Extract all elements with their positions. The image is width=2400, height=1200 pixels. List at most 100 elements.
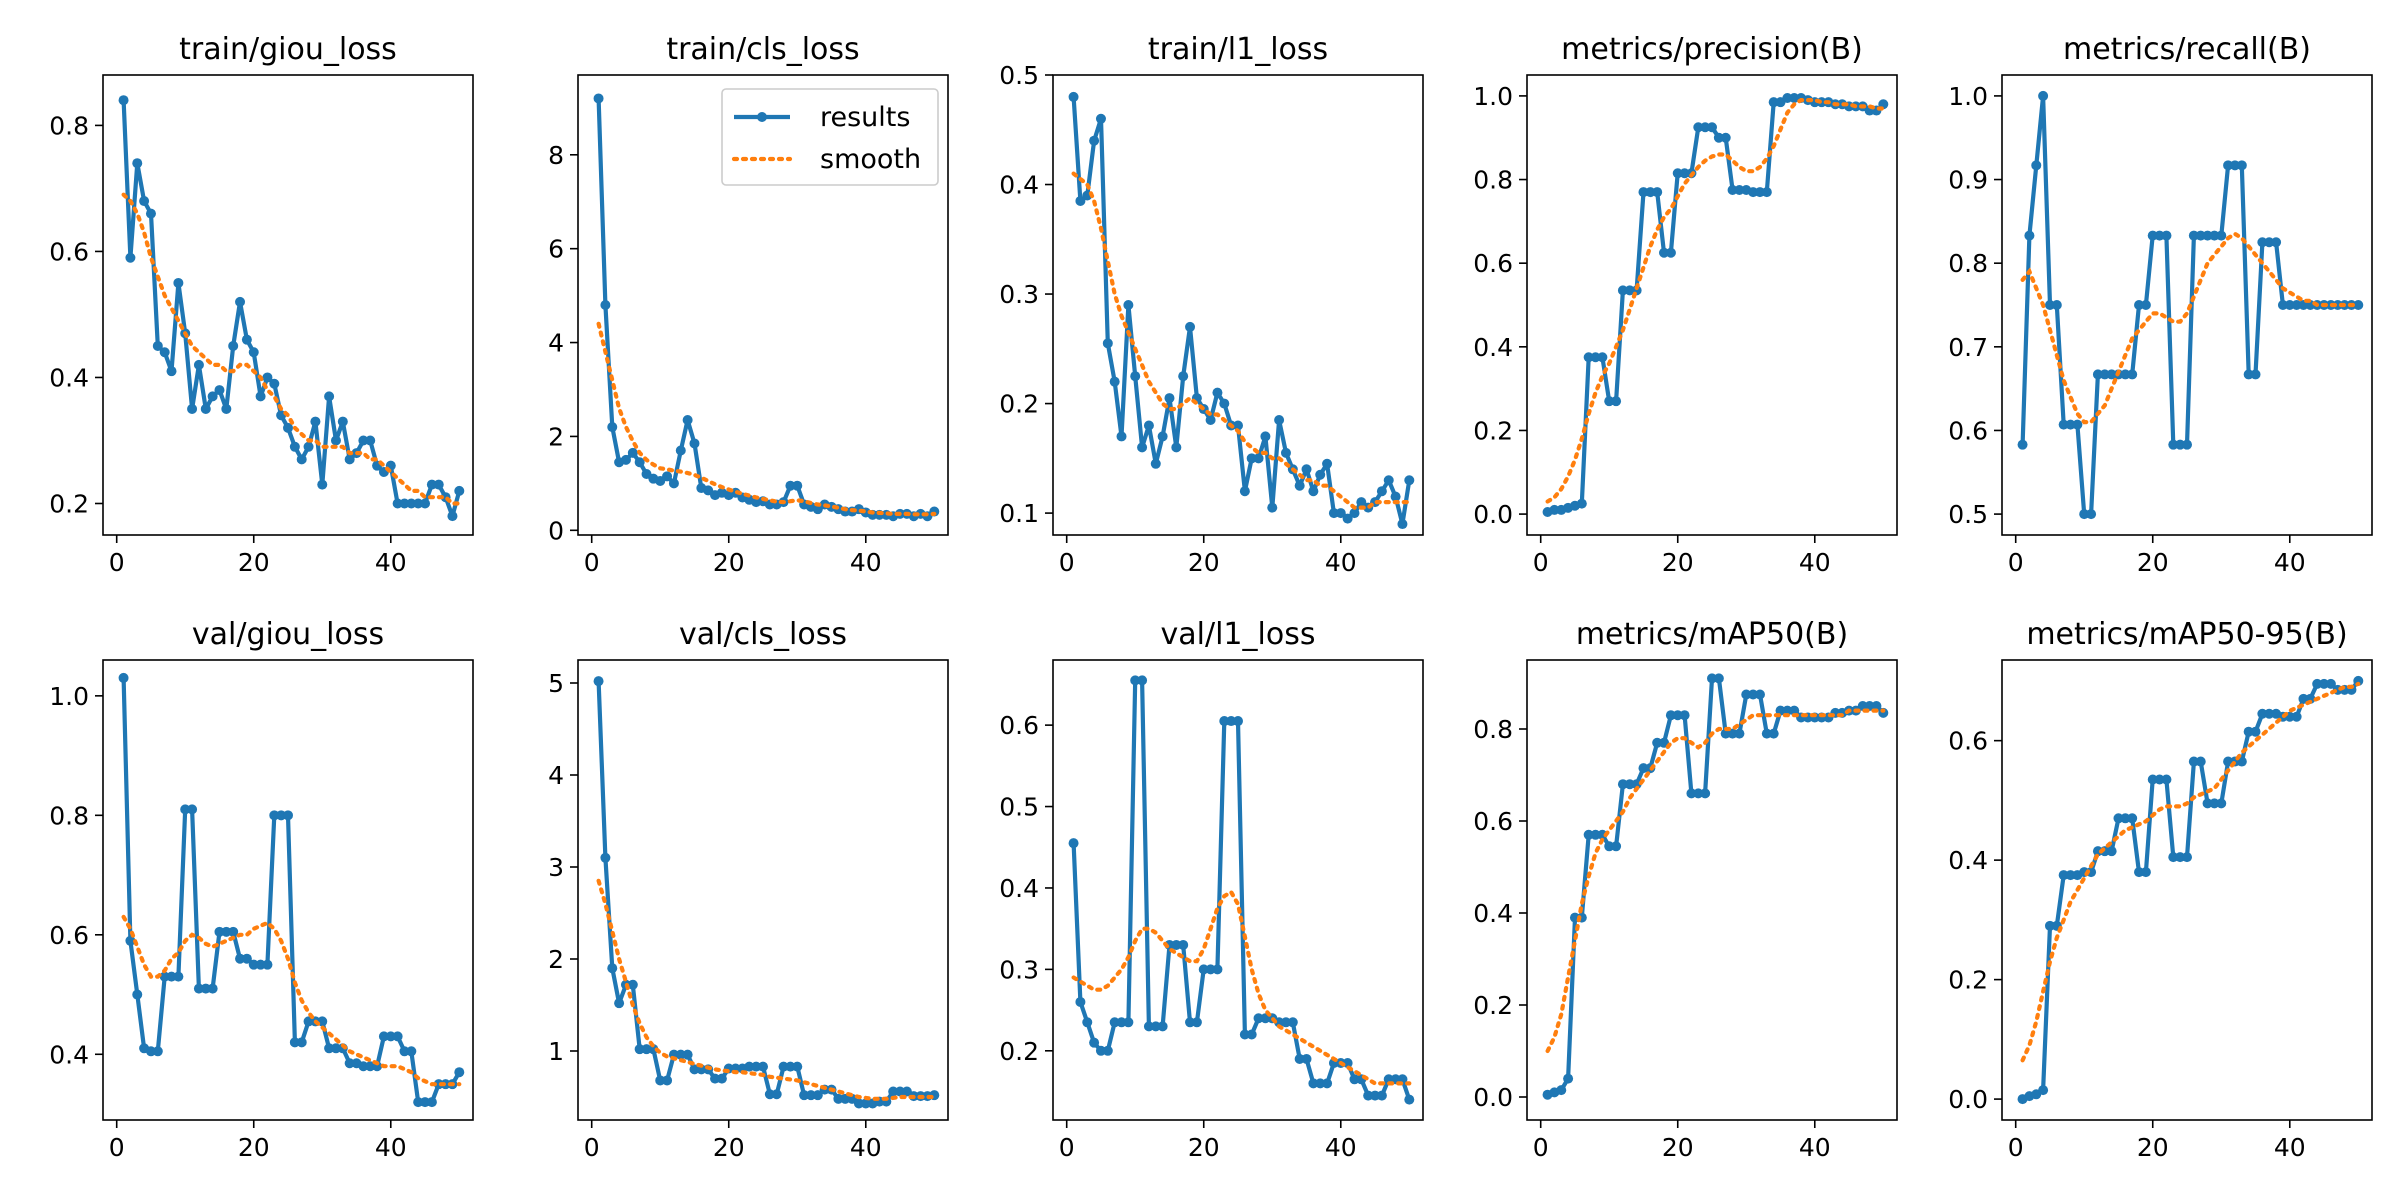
results-point [1246,1029,1257,1040]
y-tick-label: 0.8 [1473,166,1513,195]
results-point [145,1046,156,1057]
results-point [833,1093,844,1104]
y-tick-label: 0.4 [49,1040,89,1069]
results-point [207,983,218,994]
results-point [1754,689,1765,700]
results-point [1638,763,1649,774]
results-point [1233,716,1243,727]
results-point [2044,920,2055,931]
results-point [1617,779,1628,790]
results-point [1143,420,1154,431]
results-point [655,1075,666,1086]
results-point [1294,1053,1305,1064]
results-point [1150,458,1161,469]
x-tick-label: 0 [1533,1133,1549,1162]
results-point [1246,453,1257,464]
results-point [2353,300,2364,310]
results-point [2175,852,2186,863]
results-point [392,1031,403,1042]
results-point [1748,689,1759,700]
results-point [330,1043,341,1054]
results-point [1761,728,1772,739]
results-point [2216,230,2227,241]
results-point [2147,774,2158,785]
results-point [125,935,136,946]
chart-panel: metrics/precision(B) 0 20 40 0.0 0.2 0.4 0.6 0.8… [1473,32,1898,577]
chart-title: metrics/precision(B) [1561,32,1863,67]
results-point [1274,415,1285,425]
results-point [744,1061,755,1072]
results-point [627,447,638,458]
results-point [1789,93,1800,103]
results-point [1253,1013,1264,1024]
x-tick-label: 0 [584,1133,600,1162]
results-point [2202,230,2213,241]
results-point [289,1037,300,1048]
results-point [1233,420,1243,431]
results-point [627,979,638,990]
results-point [159,347,170,358]
results-point [1789,705,1800,716]
results-point [118,672,129,683]
results-point [2202,798,2213,809]
results-point [262,372,273,383]
results-point [378,1031,389,1042]
results-point [406,1046,417,1057]
results-point [2168,852,2179,863]
results-point [2277,300,2288,310]
results-point [193,359,204,370]
results-point [593,93,604,104]
results-point [1713,673,1724,684]
results-point [2195,230,2206,241]
results-point [1686,788,1697,799]
y-tick-label: 2 [548,422,564,451]
y-tick-label: 0.4 [999,171,1039,200]
y-tick-label: 0.8 [49,111,89,140]
x-tick-label: 20 [238,1133,270,1162]
y-tick-label: 0.2 [1948,966,1988,995]
y-tick-label: 0.4 [1948,846,1988,875]
results-point [1109,376,1120,387]
results-point [1102,1045,1113,1056]
results-point [1611,396,1622,407]
y-tick-label: 0.6 [1473,807,1513,836]
results-point [1768,728,1779,739]
y-tick-label: 0.8 [1948,249,1988,278]
results-point [2140,300,2151,310]
results-point [1624,779,1635,790]
results-point [262,959,273,970]
results-point [1761,187,1772,198]
results-point [1315,469,1326,480]
chart-panel: metrics/mAP50-95(B) 0 20 40 0.0 0.2 0.4 0.6 [1948,617,2373,1162]
y-tick-label: 4 [548,329,564,358]
results-point [200,403,211,414]
results-point [1349,508,1360,519]
results-point [593,676,604,687]
results-point [228,340,239,351]
chart-title: train/l1_loss [1148,32,1328,67]
results-point [1363,1090,1374,1101]
y-tick-label: 0.2 [49,489,89,518]
results-point [1226,716,1237,727]
results-point [1590,352,1601,363]
y-tick-label: 0.5 [999,793,1039,822]
results-point [1556,1085,1567,1096]
y-tick-label: 1 [548,1037,564,1066]
results-point [2079,509,2090,520]
x-tick-label: 20 [1662,548,1694,577]
results-point [1665,247,1676,258]
results-point [303,441,314,452]
results-point [1294,480,1305,491]
chart-panel: train/giou_loss 0 20 40 0.2 0.4 0.6 0.8 [49,32,474,577]
results-point [1219,398,1230,409]
results-point [1768,97,1779,108]
x-tick-label: 20 [2137,548,2169,577]
x-tick-label: 20 [1662,1133,1694,1162]
chart-title: train/giou_loss [179,32,397,67]
results-point [187,804,198,815]
results-point [1734,728,1745,739]
results-point [1075,195,1086,206]
results-point [689,1064,700,1075]
results-point [2168,439,2179,450]
results-point [406,498,417,509]
